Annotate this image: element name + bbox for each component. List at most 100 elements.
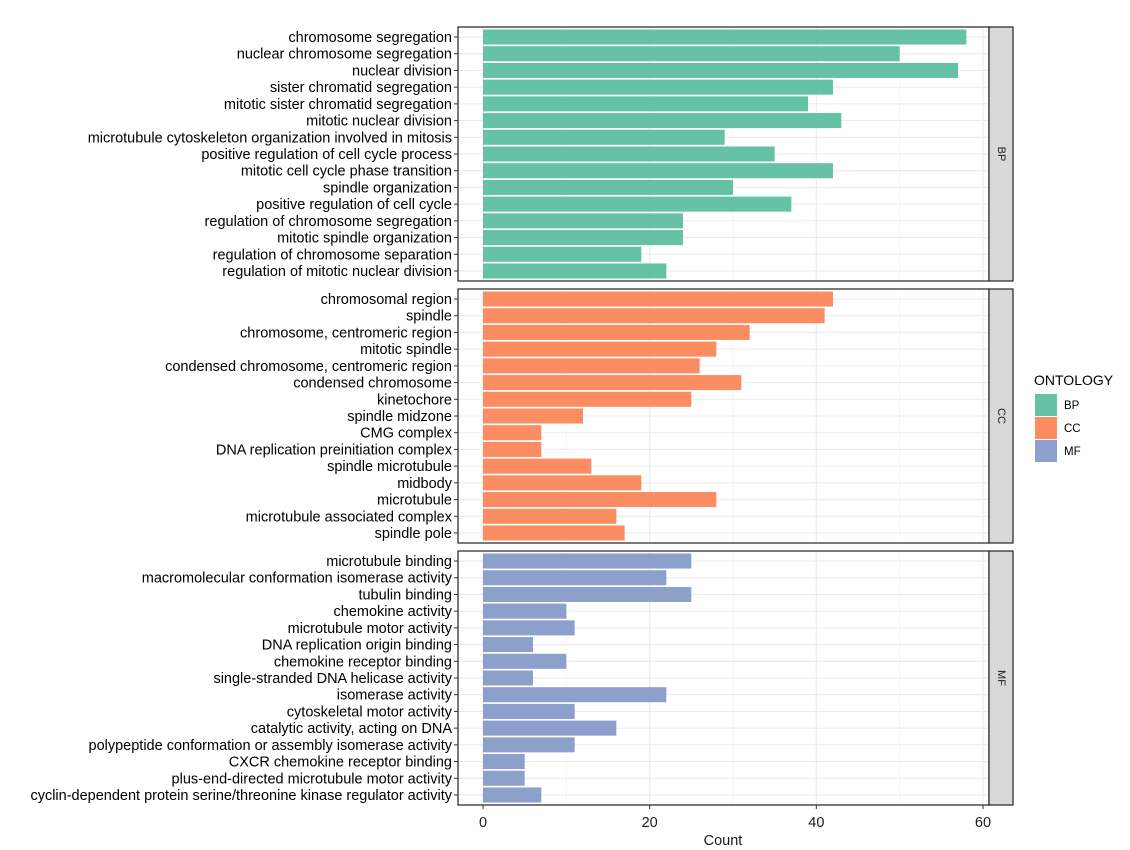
y-tick-label: polypeptide conformation or assembly iso… xyxy=(89,738,453,754)
bar-MF-6 xyxy=(483,653,567,669)
legend-swatch-CC xyxy=(1035,417,1057,439)
bar-MF-0 xyxy=(483,553,692,569)
y-tick-label: mitotic spindle xyxy=(360,342,452,358)
y-tick-label: mitotic cell cycle phase transition xyxy=(241,164,452,180)
legend-swatch-MF xyxy=(1035,440,1057,462)
x-tick-label: 20 xyxy=(642,815,658,831)
y-tick-label: chemokine activity xyxy=(334,604,453,620)
bar-MF-11 xyxy=(483,737,575,753)
bar-MF-2 xyxy=(483,586,692,602)
bar-MF-12 xyxy=(483,754,525,770)
legend: ONTOLOGY BP CC MF xyxy=(1034,372,1114,462)
bar-CC-4 xyxy=(483,358,700,374)
bar-BP-12 xyxy=(483,230,683,246)
strip-label: MF xyxy=(995,670,1007,686)
bar-CC-14 xyxy=(483,525,625,541)
bar-MF-9 xyxy=(483,703,575,719)
bar-MF-7 xyxy=(483,670,533,686)
bar-BP-4 xyxy=(483,96,808,112)
x-axis: Count 0 20 40 60 xyxy=(479,805,991,849)
y-tick-label: plus-end-directed microtubule motor acti… xyxy=(172,771,453,787)
y-tick-label: DNA replication preinitiation complex xyxy=(216,442,453,458)
bar-BP-5 xyxy=(483,113,842,129)
y-tick-label: positive regulation of cell cycle xyxy=(256,197,452,213)
y-tick-label: microtubule cytoskeleton organization in… xyxy=(88,130,452,146)
y-tick-label: chemokine receptor binding xyxy=(274,654,452,670)
legend-swatch-BP xyxy=(1035,394,1057,416)
strip-MF xyxy=(988,550,1014,806)
bar-BP-13 xyxy=(483,246,642,262)
bar-MF-13 xyxy=(483,770,525,786)
bar-BP-0 xyxy=(483,29,967,45)
bar-BP-6 xyxy=(483,129,725,145)
y-tick-label: spindle midzone xyxy=(347,409,452,425)
strip-CC xyxy=(988,288,1014,544)
y-tick-label: condensed chromosome xyxy=(293,376,452,392)
bar-CC-3 xyxy=(483,341,717,357)
y-tick-label: cyclin-dependent protein serine/threonin… xyxy=(30,788,452,804)
bar-CC-12 xyxy=(483,492,717,508)
bar-MF-5 xyxy=(483,637,533,653)
y-tick-label: chromosomal region xyxy=(321,292,452,308)
y-tick-label: sister chromatid segregation xyxy=(270,80,452,96)
y-tick-label: mitotic sister chromatid segregation xyxy=(224,97,452,113)
legend-label: BP xyxy=(1064,400,1080,412)
y-tick-label: regulation of mitotic nuclear division xyxy=(222,264,452,280)
y-tick-label: cytoskeletal motor activity xyxy=(287,704,453,720)
bar-CC-1 xyxy=(483,308,825,324)
y-tick-label: microtubule associated complex xyxy=(246,509,453,525)
bar-BP-7 xyxy=(483,146,775,162)
bar-CC-8 xyxy=(483,425,542,441)
x-axis-label: Count xyxy=(704,833,743,849)
y-tick-label: mitotic spindle organization xyxy=(277,231,452,247)
x-tick-label: 0 xyxy=(479,815,487,831)
bar-CC-0 xyxy=(483,291,833,307)
bar-CC-2 xyxy=(483,324,750,340)
y-tick-label: CXCR chemokine receptor binding xyxy=(229,755,452,771)
bar-CC-7 xyxy=(483,408,583,424)
bar-BP-2 xyxy=(483,62,958,78)
strip-BP xyxy=(988,26,1014,282)
bar-BP-8 xyxy=(483,163,833,179)
y-tick-label: chromosome segregation xyxy=(288,30,452,46)
y-tick-label: microtubule binding xyxy=(326,554,452,570)
y-tick-label: mitotic nuclear division xyxy=(306,114,452,130)
bar-MF-8 xyxy=(483,687,667,703)
y-tick-label: macromolecular conformation isomerase ac… xyxy=(142,571,453,587)
y-tick-label: midbody xyxy=(397,476,453,492)
bar-BP-3 xyxy=(483,79,833,95)
y-tick-label: positive regulation of cell cycle proces… xyxy=(201,147,452,163)
x-tick-label: 40 xyxy=(808,815,824,831)
y-tick-label: regulation of chromosome separation xyxy=(213,247,452,263)
bar-BP-14 xyxy=(483,263,667,279)
y-tick-label: CMG complex xyxy=(360,426,453,442)
bar-MF-3 xyxy=(483,603,567,619)
y-tick-label: microtubule xyxy=(377,493,452,509)
bar-BP-11 xyxy=(483,213,683,229)
y-tick-label: chromosome, centromeric region xyxy=(240,325,452,341)
bar-CC-6 xyxy=(483,391,692,407)
y-tick-label: tubulin binding xyxy=(358,587,452,603)
y-tick-label: DNA replication origin binding xyxy=(262,638,452,654)
bar-CC-11 xyxy=(483,475,642,491)
y-tick-label: nuclear chromosome segregation xyxy=(237,47,452,63)
bar-CC-5 xyxy=(483,375,742,391)
bar-MF-10 xyxy=(483,720,617,736)
y-tick-label: condensed chromosome, centromeric region xyxy=(165,359,452,375)
bar-BP-9 xyxy=(483,179,733,195)
y-tick-label: catalytic activity, acting on DNA xyxy=(251,721,453,737)
bar-BP-10 xyxy=(483,196,792,212)
strip-label: BP xyxy=(995,147,1007,162)
bar-CC-10 xyxy=(483,458,592,474)
bar-BP-1 xyxy=(483,46,900,62)
y-tick-label: spindle microtubule xyxy=(327,459,452,475)
bar-MF-1 xyxy=(483,570,667,586)
legend-title: ONTOLOGY xyxy=(1034,372,1114,388)
y-tick-label: spindle organization xyxy=(323,180,452,196)
strip-label: CC xyxy=(995,408,1007,424)
